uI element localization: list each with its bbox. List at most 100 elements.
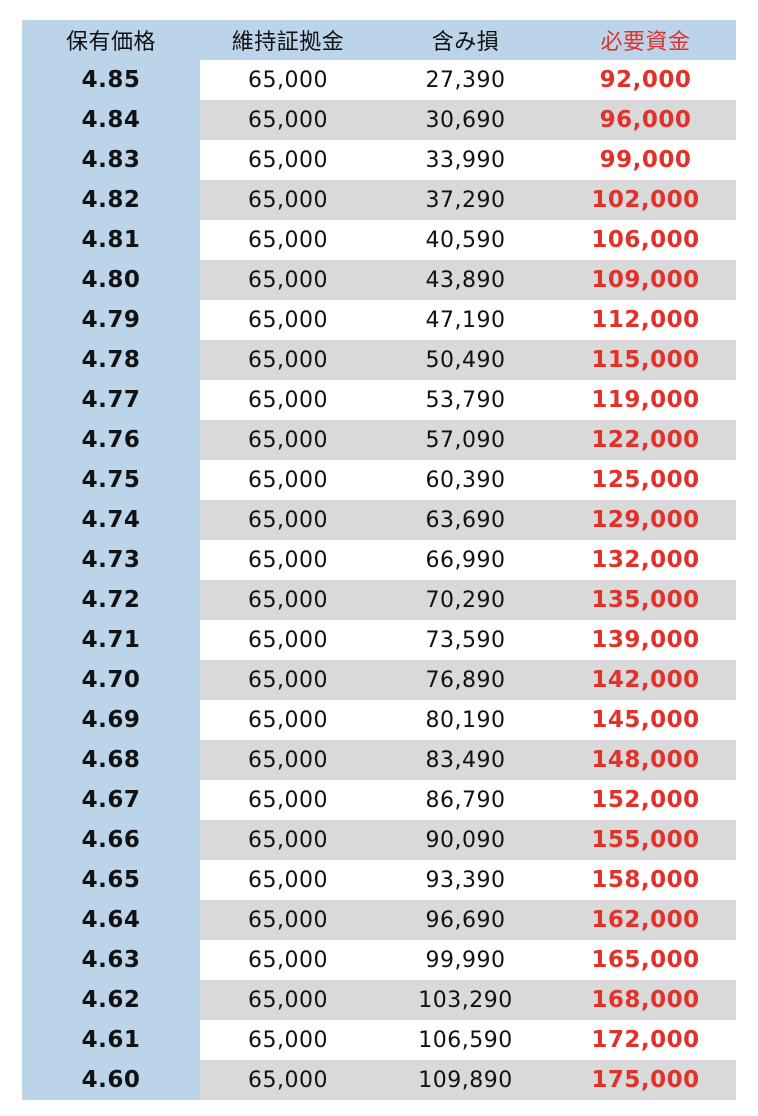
margin-cell: 65,000 [200, 60, 376, 100]
margin-cell: 65,000 [200, 980, 376, 1020]
margin-cell: 65,000 [200, 660, 376, 700]
price-cell: 4.74 [22, 500, 200, 540]
loss-cell: 63,690 [376, 500, 555, 540]
margin-cell: 65,000 [200, 740, 376, 780]
required-cell: 168,000 [555, 980, 736, 1020]
loss-cell: 70,290 [376, 580, 555, 620]
margin-cell: 65,000 [200, 580, 376, 620]
price-cell: 4.73 [22, 540, 200, 580]
margin-cell: 65,000 [200, 260, 376, 300]
margin-cell: 65,000 [200, 460, 376, 500]
required-cell: 129,000 [555, 500, 736, 540]
required-cell: 96,000 [555, 100, 736, 140]
header-loss: 含み損 [376, 20, 555, 60]
required-cell: 122,000 [555, 420, 736, 460]
table-row: 4.82 65,000 37,290 102,000 [22, 180, 736, 220]
required-cell: 106,000 [555, 220, 736, 260]
table-row: 4.62 65,000 103,290 168,000 [22, 980, 736, 1020]
required-cell: 112,000 [555, 300, 736, 340]
loss-cell: 27,390 [376, 60, 555, 100]
price-cell: 4.71 [22, 620, 200, 660]
table-row: 4.61 65,000 106,590 172,000 [22, 1020, 736, 1060]
margin-cell: 65,000 [200, 1060, 376, 1100]
table-row: 4.66 65,000 90,090 155,000 [22, 820, 736, 860]
header-price: 保有価格 [22, 20, 200, 60]
table-row: 4.65 65,000 93,390 158,000 [22, 860, 736, 900]
price-cell: 4.64 [22, 900, 200, 940]
loss-cell: 80,190 [376, 700, 555, 740]
loss-cell: 83,490 [376, 740, 555, 780]
required-cell: 172,000 [555, 1020, 736, 1060]
table-row: 4.84 65,000 30,690 96,000 [22, 100, 736, 140]
required-cell: 132,000 [555, 540, 736, 580]
price-cell: 4.78 [22, 340, 200, 380]
price-cell: 4.84 [22, 100, 200, 140]
price-cell: 4.60 [22, 1060, 200, 1100]
price-cell: 4.76 [22, 420, 200, 460]
price-cell: 4.77 [22, 380, 200, 420]
loss-cell: 30,690 [376, 100, 555, 140]
loss-cell: 53,790 [376, 380, 555, 420]
margin-cell: 65,000 [200, 100, 376, 140]
price-cell: 4.79 [22, 300, 200, 340]
loss-cell: 99,990 [376, 940, 555, 980]
loss-cell: 109,890 [376, 1060, 555, 1100]
margin-cell: 65,000 [200, 380, 376, 420]
margin-cell: 65,000 [200, 540, 376, 580]
required-cell: 92,000 [555, 60, 736, 100]
price-cell: 4.82 [22, 180, 200, 220]
required-cell: 145,000 [555, 700, 736, 740]
header-margin: 維持証拠金 [200, 20, 376, 60]
loss-cell: 57,090 [376, 420, 555, 460]
table-row: 4.75 65,000 60,390 125,000 [22, 460, 736, 500]
loss-cell: 106,590 [376, 1020, 555, 1060]
price-cell: 4.68 [22, 740, 200, 780]
required-cell: 139,000 [555, 620, 736, 660]
required-cell: 165,000 [555, 940, 736, 980]
required-cell: 119,000 [555, 380, 736, 420]
table-row: 4.63 65,000 99,990 165,000 [22, 940, 736, 980]
table-row: 4.68 65,000 83,490 148,000 [22, 740, 736, 780]
loss-cell: 76,890 [376, 660, 555, 700]
table-row: 4.76 65,000 57,090 122,000 [22, 420, 736, 460]
price-cell: 4.81 [22, 220, 200, 260]
margin-cell: 65,000 [200, 420, 376, 460]
price-cell: 4.83 [22, 140, 200, 180]
margin-cell: 65,000 [200, 340, 376, 380]
table-row: 4.74 65,000 63,690 129,000 [22, 500, 736, 540]
required-cell: 158,000 [555, 860, 736, 900]
loss-cell: 96,690 [376, 900, 555, 940]
table-row: 4.73 65,000 66,990 132,000 [22, 540, 736, 580]
price-cell: 4.75 [22, 460, 200, 500]
header-row: 保有価格 維持証拠金 含み損 必要資金 [22, 20, 736, 60]
required-cell: 175,000 [555, 1060, 736, 1100]
margin-cell: 65,000 [200, 780, 376, 820]
required-cell: 135,000 [555, 580, 736, 620]
margin-cell: 65,000 [200, 620, 376, 660]
required-cell: 99,000 [555, 140, 736, 180]
loss-cell: 33,990 [376, 140, 555, 180]
table-row: 4.79 65,000 47,190 112,000 [22, 300, 736, 340]
required-cell: 102,000 [555, 180, 736, 220]
header-required: 必要資金 [555, 20, 736, 60]
required-cell: 109,000 [555, 260, 736, 300]
table-row: 4.67 65,000 86,790 152,000 [22, 780, 736, 820]
table-row: 4.80 65,000 43,890 109,000 [22, 260, 736, 300]
table-row: 4.64 65,000 96,690 162,000 [22, 900, 736, 940]
table-row: 4.71 65,000 73,590 139,000 [22, 620, 736, 660]
loss-cell: 90,090 [376, 820, 555, 860]
price-cell: 4.80 [22, 260, 200, 300]
margin-cell: 65,000 [200, 700, 376, 740]
margin-cell: 65,000 [200, 1020, 376, 1060]
table-body: 4.85 65,000 27,390 92,000 4.84 65,000 30,690 96… [22, 60, 736, 1100]
table-row: 4.77 65,000 53,790 119,000 [22, 380, 736, 420]
margin-table: 保有価格 維持証拠金 含み損 必要資金 4.85 65,000 27,390 92,0… [22, 20, 736, 1100]
price-cell: 4.66 [22, 820, 200, 860]
loss-cell: 50,490 [376, 340, 555, 380]
table-row: 4.81 65,000 40,590 106,000 [22, 220, 736, 260]
margin-cell: 65,000 [200, 180, 376, 220]
table-row: 4.60 65,000 109,890 175,000 [22, 1060, 736, 1100]
loss-cell: 43,890 [376, 260, 555, 300]
required-cell: 162,000 [555, 900, 736, 940]
required-cell: 142,000 [555, 660, 736, 700]
